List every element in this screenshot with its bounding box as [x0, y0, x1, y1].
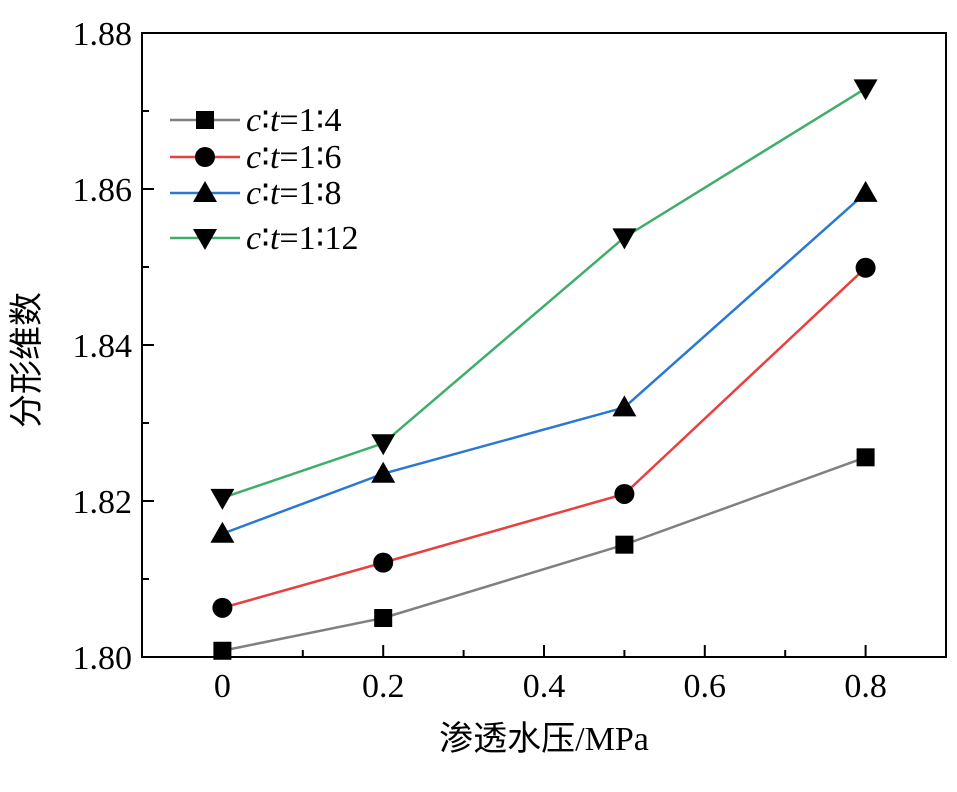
- triangle-down-marker: [210, 488, 235, 510]
- x-tick-label: 0: [214, 668, 231, 705]
- triangle-up-marker: [193, 181, 217, 202]
- triangle-down-marker: [371, 434, 396, 456]
- square-marker: [615, 535, 634, 554]
- series-triangle-up: [210, 180, 878, 543]
- triangle-down-marker: [612, 228, 637, 250]
- series-line: [222, 266, 867, 610]
- x-tick-label: 0.6: [684, 668, 727, 705]
- triangle-up-marker: [371, 461, 396, 483]
- legend-label: c∶t=1∶12: [246, 220, 358, 257]
- legend-label: c∶t=1∶6: [246, 139, 341, 176]
- series-circle: [212, 257, 876, 618]
- series-square: [213, 448, 875, 660]
- y-tick-label: 1.84: [73, 328, 133, 365]
- legend-item: c∶t=1∶8: [170, 175, 341, 212]
- series-line: [222, 456, 867, 652]
- x-tick-label: 0.8: [844, 668, 887, 705]
- square-marker: [374, 609, 393, 627]
- triangle-up-marker: [612, 395, 637, 417]
- y-axis-label: 分形维数: [8, 292, 46, 428]
- circle-marker: [855, 257, 876, 278]
- triangle-up-marker: [853, 180, 878, 202]
- square-marker: [856, 448, 875, 467]
- triangle-down-marker: [853, 79, 878, 101]
- y-tick-label: 1.88: [73, 16, 133, 53]
- series-line: [221, 191, 867, 535]
- y-tick-label: 1.80: [73, 640, 133, 677]
- y-tick-label: 1.86: [73, 172, 133, 209]
- x-tick-label: 0.2: [362, 668, 405, 705]
- legend-item: c∶t=1∶12: [170, 220, 358, 257]
- circle-marker: [373, 552, 394, 573]
- square-marker: [196, 111, 214, 129]
- series-triangle-down: [210, 79, 878, 510]
- triangle-down-marker: [193, 229, 217, 250]
- legend-label: c∶t=1∶4: [246, 102, 341, 139]
- triangle-up-marker: [210, 521, 235, 543]
- legend-item: c∶t=1∶4: [170, 102, 341, 139]
- circle-marker: [614, 483, 635, 504]
- circle-marker: [212, 597, 233, 618]
- legend-label: c∶t=1∶8: [246, 175, 341, 212]
- series-line: [221, 87, 867, 500]
- x-axis-label: 渗透水压/MPa: [439, 720, 649, 758]
- legend-item: c∶t=1∶6: [170, 139, 341, 176]
- x-tick-label: 0.4: [523, 668, 566, 705]
- circle-marker: [195, 147, 215, 167]
- square-marker: [213, 641, 232, 660]
- y-tick-label: 1.82: [73, 484, 133, 521]
